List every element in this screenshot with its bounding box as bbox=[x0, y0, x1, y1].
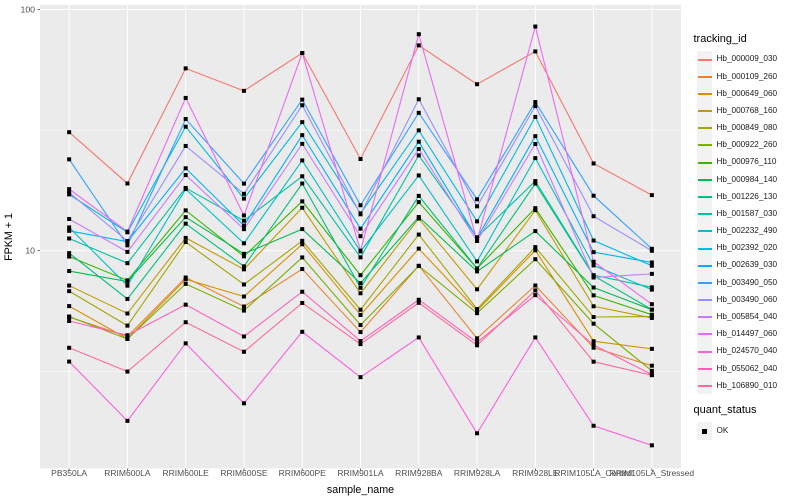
svg-text:100: 100 bbox=[21, 5, 36, 15]
svg-text:RRIM901LA: RRIM901LA bbox=[337, 468, 384, 478]
svg-text:FPKM + 1: FPKM + 1 bbox=[3, 213, 15, 261]
svg-text:sample_name: sample_name bbox=[327, 484, 394, 496]
svg-text:RRIM600SE: RRIM600SE bbox=[220, 468, 268, 478]
svg-text:RRIM600PE: RRIM600PE bbox=[279, 468, 327, 478]
svg-text:RRIM105LA_Stressed: RRIM105LA_Stressed bbox=[610, 468, 695, 478]
svg-text:RRIM928LE: RRIM928LE bbox=[512, 468, 559, 478]
svg-text:10: 10 bbox=[25, 246, 35, 256]
svg-text:RRIM928BA: RRIM928BA bbox=[395, 468, 443, 478]
svg-text:RRIM928LA: RRIM928LA bbox=[454, 468, 501, 478]
svg-text:PB350LA: PB350LA bbox=[51, 468, 87, 478]
svg-text:RRIM600LA: RRIM600LA bbox=[104, 468, 151, 478]
svg-text:RRIM600LE: RRIM600LE bbox=[163, 468, 210, 478]
